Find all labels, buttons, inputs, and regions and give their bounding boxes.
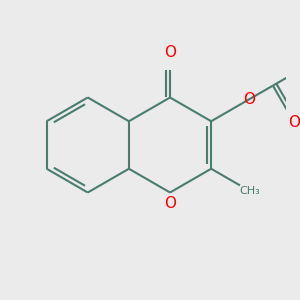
Text: O: O — [243, 92, 255, 107]
Text: O: O — [288, 115, 300, 130]
Text: O: O — [164, 196, 176, 211]
Text: CH₃: CH₃ — [239, 186, 260, 196]
Text: O: O — [164, 45, 176, 60]
